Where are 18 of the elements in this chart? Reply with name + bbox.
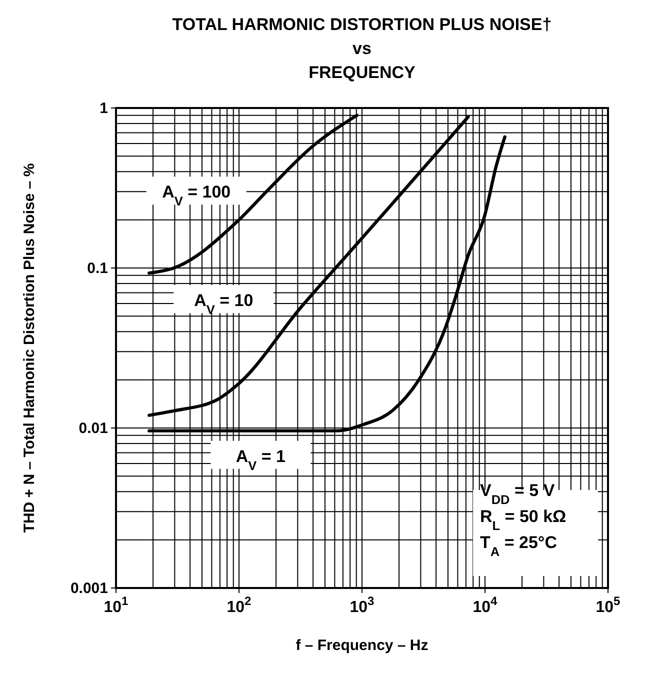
series-label: A$_{V}$ = 10 — [194, 291, 254, 317]
series-label: A$_{V}$ = 1 — [236, 446, 286, 472]
y-axis-title: THD + N – Total Harmonic Distortion Plus Noise – % — [21, 163, 38, 533]
annotation: R$_{L}$ = 50 kΩ — [480, 507, 566, 532]
x-tick-label: 10$^{4}$ — [472, 594, 498, 616]
y-tick-label: 0.001 — [70, 580, 108, 597]
series-label: A$_{V}$ = 100 — [162, 182, 231, 208]
x-tick-label: 10$^{3}$ — [350, 594, 375, 616]
y-tick-label: 0.01 — [78, 420, 108, 437]
x-tick-label: 10$^{2}$ — [226, 594, 252, 616]
y-tick-label: 0.1 — [87, 260, 108, 277]
x-tick-label: 10$^{1}$ — [104, 594, 129, 616]
x-axis-title: f – Frequency – Hz — [296, 637, 428, 654]
chart-title: TOTAL HARMONIC DISTORTION PLUS NOISE† vs FREQUENCY — [172, 15, 552, 82]
annotation: T$_{A}$ = 25°C — [480, 533, 557, 558]
x-tick-label: 10$^{5}$ — [596, 594, 621, 616]
annotation: V$_{DD}$ = 5 V — [480, 481, 556, 506]
y-tick-label: 1 — [100, 100, 108, 117]
